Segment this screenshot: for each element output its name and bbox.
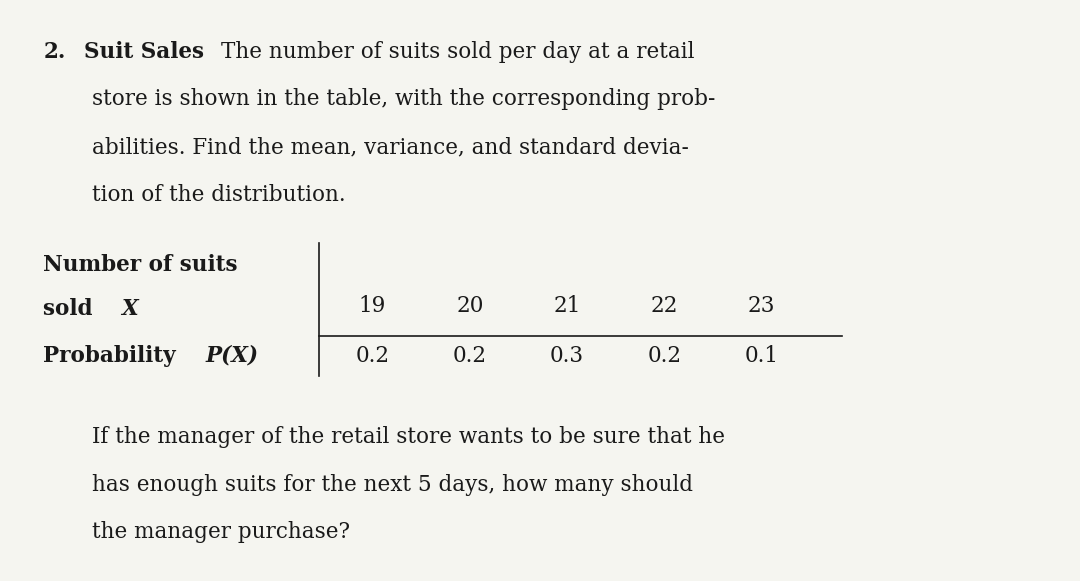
- Text: 0.3: 0.3: [550, 345, 584, 367]
- Text: sold: sold: [43, 298, 100, 320]
- Text: tion of the distribution.: tion of the distribution.: [92, 184, 346, 206]
- Text: Probability: Probability: [43, 345, 184, 367]
- Text: If the manager of the retail store wants to be sure that he: If the manager of the retail store wants…: [92, 426, 725, 448]
- Text: the manager purchase?: the manager purchase?: [92, 521, 350, 543]
- Text: Suit Sales: Suit Sales: [84, 41, 204, 63]
- Text: Number of suits: Number of suits: [43, 254, 238, 277]
- Text: The number of suits sold per day at a retail: The number of suits sold per day at a re…: [221, 41, 694, 63]
- Text: 22: 22: [650, 295, 678, 317]
- Text: has enough suits for the next 5 days, how many should: has enough suits for the next 5 days, ho…: [92, 474, 692, 496]
- Text: 21: 21: [553, 295, 581, 317]
- Text: X: X: [121, 298, 137, 320]
- Text: 19: 19: [359, 295, 387, 317]
- Text: store is shown in the table, with the corresponding prob-: store is shown in the table, with the co…: [92, 88, 715, 110]
- Text: abilities. Find the mean, variance, and standard devia-: abilities. Find the mean, variance, and …: [92, 136, 689, 158]
- Text: P(X): P(X): [205, 345, 258, 367]
- Text: 23: 23: [747, 295, 775, 317]
- Text: 2.: 2.: [43, 41, 66, 63]
- Text: 0.1: 0.1: [744, 345, 779, 367]
- Text: 0.2: 0.2: [453, 345, 487, 367]
- Text: 0.2: 0.2: [355, 345, 390, 367]
- Text: 20: 20: [456, 295, 484, 317]
- Text: 0.2: 0.2: [647, 345, 681, 367]
